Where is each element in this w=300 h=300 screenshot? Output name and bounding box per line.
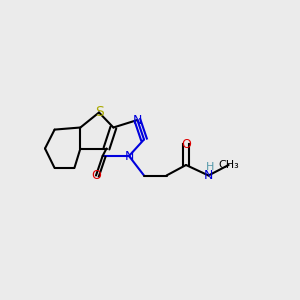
Text: S: S	[94, 106, 103, 119]
Text: N: N	[204, 169, 213, 182]
Text: N: N	[133, 113, 142, 127]
Text: O: O	[91, 169, 101, 182]
Text: CH₃: CH₃	[218, 160, 239, 170]
Text: H: H	[206, 162, 214, 172]
Text: N: N	[124, 149, 134, 163]
Text: O: O	[181, 137, 191, 151]
